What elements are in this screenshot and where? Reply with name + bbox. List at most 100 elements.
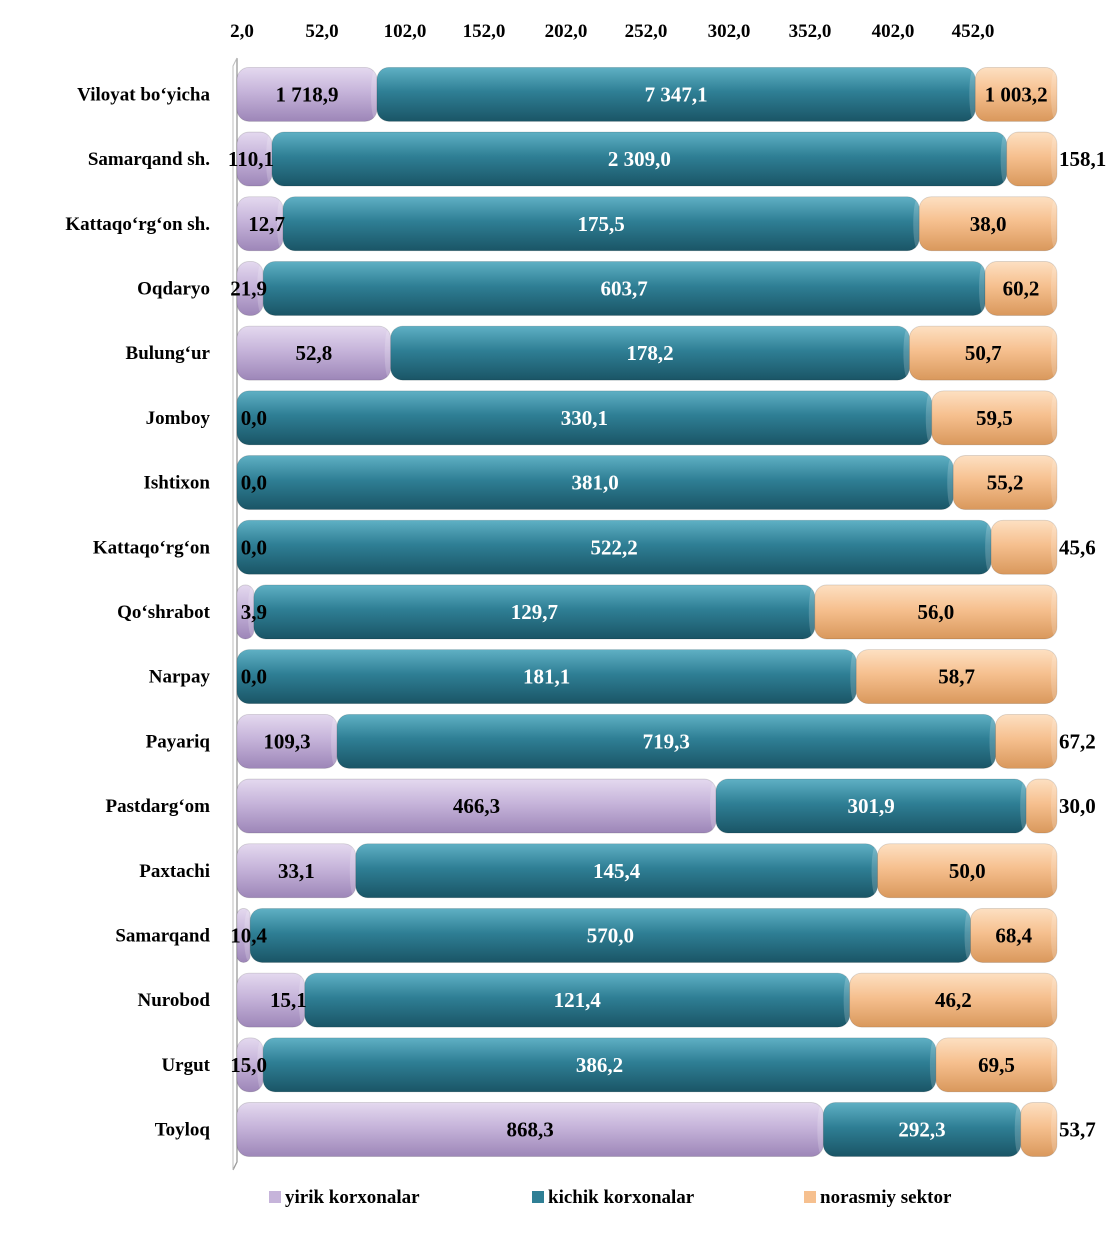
bar-segment-cap bbox=[1051, 522, 1059, 573]
data-label-norasmiy: 1 003,2 bbox=[985, 82, 1048, 106]
bar-segment-norasmiy bbox=[1025, 778, 1058, 834]
legend-label: norasmiy sektor bbox=[820, 1187, 952, 1208]
data-label-norasmiy: 50,0 bbox=[949, 859, 986, 883]
bar-segment-norasmiy bbox=[931, 390, 1058, 446]
data-label-norasmiy: 158,1 bbox=[1059, 147, 1106, 171]
data-label-norasmiy: 59,5 bbox=[976, 406, 1013, 430]
bar-segment-cap bbox=[1051, 263, 1059, 314]
bar-segment-norasmiy bbox=[918, 196, 1058, 252]
data-label-yirik: 1 718,9 bbox=[275, 82, 338, 106]
category-label: Oqdaryo bbox=[137, 278, 210, 299]
bar-segment-cap bbox=[1051, 328, 1059, 379]
category-label: Paxtachi bbox=[139, 861, 210, 882]
bar-segment-norasmiy bbox=[849, 972, 1058, 1028]
category-label: Nurobod bbox=[137, 990, 210, 1011]
data-label-kichik: 301,9 bbox=[847, 794, 894, 818]
labels-layer: Viloyat bo‘yicha Samarqand sh. Kattaqo‘rg‘… bbox=[65, 82, 1106, 1141]
bar-segment-cap bbox=[1051, 1039, 1059, 1090]
bar-segment-cap bbox=[1051, 392, 1059, 443]
bar-segment-cap bbox=[1051, 781, 1059, 832]
data-label-norasmiy: 56,0 bbox=[918, 600, 955, 624]
category-label: Viloyat bo‘yicha bbox=[77, 84, 210, 105]
category-label: Toyloq bbox=[155, 1120, 211, 1141]
data-label-kichik: 522,2 bbox=[590, 535, 637, 559]
x-tick-label: 352,0 bbox=[789, 21, 832, 42]
category-label: Jomboy bbox=[146, 408, 211, 429]
x-tick-label: 402,0 bbox=[872, 21, 915, 42]
x-tick-label: 152,0 bbox=[463, 21, 506, 42]
data-label-kichik: 292,3 bbox=[898, 1118, 945, 1142]
data-label-yirik: 466,3 bbox=[453, 794, 500, 818]
category-label: Ishtixon bbox=[143, 473, 210, 494]
legend: yirik korxonalar kichik korxonalar norasmi… bbox=[269, 1187, 952, 1208]
data-label-norasmiy: 58,7 bbox=[938, 665, 975, 689]
data-label-norasmiy: 45,6 bbox=[1059, 535, 1096, 559]
legend-swatch bbox=[804, 1191, 816, 1203]
x-tick-label: 102,0 bbox=[384, 21, 427, 42]
data-label-yirik: 21,9 bbox=[230, 276, 267, 300]
bar-segment-norasmiy bbox=[1006, 131, 1058, 187]
bar-segment-cap bbox=[1051, 198, 1059, 249]
legend-swatch bbox=[269, 1191, 281, 1203]
data-label-norasmiy: 60,2 bbox=[1003, 276, 1040, 300]
bar-segment-cap bbox=[1051, 651, 1059, 702]
data-label-yirik: 0,0 bbox=[241, 471, 267, 495]
data-label-yirik: 15,1 bbox=[270, 988, 307, 1012]
data-label-kichik: 386,2 bbox=[576, 1053, 623, 1077]
category-label: Payariq bbox=[146, 731, 211, 752]
bar-segment-norasmiy bbox=[974, 66, 1058, 122]
bar-segment-cap bbox=[1051, 1104, 1059, 1155]
bar-segment-norasmiy bbox=[1020, 1102, 1058, 1157]
data-label-kichik: 330,1 bbox=[561, 406, 608, 430]
bars-layer bbox=[236, 66, 1059, 1157]
bar-segment-norasmiy bbox=[909, 325, 1058, 381]
bar-segment-kichik bbox=[271, 131, 1008, 187]
legend-swatch bbox=[532, 1191, 544, 1203]
data-label-kichik: 181,1 bbox=[523, 665, 570, 689]
bar-segment-norasmiy bbox=[877, 843, 1058, 899]
data-label-kichik: 570,0 bbox=[587, 923, 634, 947]
data-label-norasmiy: 53,7 bbox=[1059, 1118, 1096, 1142]
value-axis-line bbox=[232, 58, 238, 1171]
data-label-norasmiy: 55,2 bbox=[987, 471, 1024, 495]
data-label-norasmiy: 50,7 bbox=[965, 341, 1002, 365]
data-label-yirik: 10,4 bbox=[230, 923, 267, 947]
bar-segment-norasmiy bbox=[814, 584, 1058, 640]
x-tick-label: 2,0 bbox=[230, 21, 254, 42]
data-label-kichik: 175,5 bbox=[578, 212, 625, 236]
data-label-norasmiy: 69,5 bbox=[978, 1053, 1015, 1077]
data-label-kichik: 145,4 bbox=[593, 859, 641, 883]
data-label-yirik: 868,3 bbox=[507, 1118, 554, 1142]
data-label-yirik: 110,1 bbox=[228, 147, 274, 171]
data-label-yirik: 109,3 bbox=[263, 729, 310, 753]
data-label-yirik: 3,9 bbox=[241, 600, 267, 624]
category-label: Urgut bbox=[161, 1055, 210, 1076]
data-label-norasmiy: 38,0 bbox=[970, 212, 1007, 236]
x-tick-label: 252,0 bbox=[625, 21, 668, 42]
bar-segment-cap bbox=[1051, 910, 1059, 961]
bar-segment-cap bbox=[1051, 69, 1059, 120]
bar-segment-norasmiy bbox=[970, 908, 1058, 963]
category-label: Kattaqo‘rg‘on sh. bbox=[65, 214, 210, 235]
data-label-kichik: 2 309,0 bbox=[608, 147, 671, 171]
data-label-yirik: 12,7 bbox=[248, 212, 285, 236]
data-label-yirik: 0,0 bbox=[241, 665, 267, 689]
data-label-kichik: 603,7 bbox=[600, 276, 647, 300]
x-tick-label: 302,0 bbox=[708, 21, 751, 42]
data-label-kichik: 129,7 bbox=[511, 600, 558, 624]
bar-segment-cap bbox=[1051, 975, 1059, 1026]
bar-segment-cap bbox=[1051, 134, 1059, 185]
legend-label: yirik korxonalar bbox=[285, 1187, 420, 1208]
data-label-kichik: 121,4 bbox=[554, 988, 602, 1012]
x-tick-label: 452,0 bbox=[952, 21, 995, 42]
data-label-yirik: 0,0 bbox=[241, 406, 267, 430]
category-label: Bulung‘ur bbox=[126, 343, 211, 364]
category-label: Pastdarg‘om bbox=[106, 796, 211, 817]
category-label: Narpay bbox=[149, 667, 211, 688]
axis-3d-edge bbox=[232, 57, 238, 1170]
category-label: Samarqand sh. bbox=[88, 149, 210, 170]
x-tick-label: 202,0 bbox=[545, 21, 588, 42]
bar-segment-norasmiy bbox=[984, 261, 1058, 316]
x-tick-label: 52,0 bbox=[305, 21, 338, 42]
